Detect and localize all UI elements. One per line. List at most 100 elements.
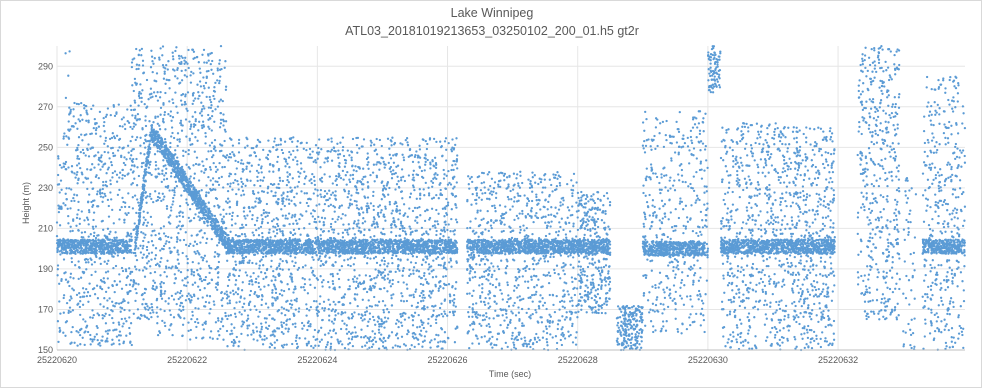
data-point	[114, 231, 116, 233]
data-point	[188, 245, 190, 247]
data-point	[444, 300, 446, 302]
data-point	[192, 284, 194, 286]
data-point	[145, 202, 147, 204]
data-point	[282, 215, 284, 217]
data-point	[108, 205, 110, 207]
data-point	[189, 144, 191, 146]
data-point	[271, 220, 273, 222]
data-point	[420, 300, 422, 302]
data-point	[283, 290, 285, 292]
data-point	[229, 172, 231, 174]
data-point	[102, 229, 104, 231]
data-point	[170, 172, 172, 174]
data-point	[252, 231, 254, 233]
data-point	[312, 347, 314, 349]
data-point	[79, 296, 81, 298]
data-point	[142, 232, 144, 234]
data-point	[401, 197, 403, 199]
data-point	[368, 347, 370, 349]
data-point	[208, 87, 210, 89]
data-point	[130, 322, 132, 324]
data-point	[412, 319, 414, 321]
data-point	[346, 183, 348, 185]
data-point	[352, 174, 354, 176]
data-point	[215, 171, 217, 173]
data-point	[401, 325, 403, 327]
data-point	[160, 293, 162, 295]
data-point	[147, 221, 149, 223]
data-point	[375, 149, 377, 151]
data-point	[263, 335, 265, 337]
data-point	[99, 287, 101, 289]
data-point	[400, 176, 402, 178]
data-point	[246, 166, 248, 168]
data-point	[182, 93, 184, 95]
data-point	[178, 215, 180, 217]
data-point	[413, 189, 415, 191]
data-point	[116, 245, 118, 247]
data-point	[419, 198, 421, 200]
data-point	[196, 318, 198, 320]
data-point	[416, 229, 418, 231]
data-point	[280, 143, 282, 145]
data-point	[124, 123, 126, 125]
data-point	[194, 213, 196, 215]
data-point	[180, 120, 182, 122]
data-point	[455, 137, 457, 139]
data-point	[187, 49, 189, 51]
data-point	[439, 237, 441, 239]
data-point	[401, 295, 403, 297]
data-point	[320, 196, 322, 198]
data-point	[439, 307, 441, 309]
data-point	[323, 221, 325, 223]
data-point	[99, 111, 101, 113]
data-point	[171, 132, 173, 134]
data-point	[118, 218, 120, 220]
data-point	[318, 203, 320, 205]
data-point	[163, 66, 165, 68]
data-point	[242, 190, 244, 192]
data-point	[319, 275, 321, 277]
data-point	[403, 267, 405, 269]
data-point	[118, 251, 120, 253]
data-point	[95, 237, 97, 239]
data-point	[275, 292, 277, 294]
data-point	[276, 148, 278, 150]
data-point	[108, 157, 110, 159]
data-point	[258, 267, 260, 269]
data-point	[371, 224, 373, 226]
data-point	[419, 188, 421, 190]
data-point	[172, 200, 174, 202]
data-point	[224, 60, 226, 62]
data-point	[113, 135, 115, 137]
data-point	[93, 199, 95, 201]
data-point	[395, 166, 397, 168]
data-point	[114, 291, 116, 293]
data-point	[56, 221, 58, 223]
data-point	[444, 187, 446, 189]
data-point	[127, 302, 129, 304]
data-point	[345, 174, 347, 176]
data-point	[416, 256, 418, 258]
data-point	[211, 238, 213, 240]
data-point	[284, 217, 286, 219]
data-point	[149, 195, 151, 197]
data-point	[123, 221, 125, 223]
data-point	[220, 99, 222, 101]
data-point	[366, 307, 368, 309]
data-point	[193, 271, 195, 273]
data-point	[373, 296, 375, 298]
data-point	[385, 208, 387, 210]
data-point	[164, 70, 166, 72]
data-point	[392, 169, 394, 171]
data-point	[96, 122, 98, 124]
data-point	[249, 170, 251, 172]
data-point	[288, 223, 290, 225]
data-point	[58, 243, 60, 245]
data-point	[161, 173, 163, 175]
data-point	[142, 72, 144, 74]
data-point	[381, 277, 383, 279]
data-point	[312, 259, 314, 261]
data-point	[166, 275, 168, 277]
data-point	[366, 164, 368, 166]
